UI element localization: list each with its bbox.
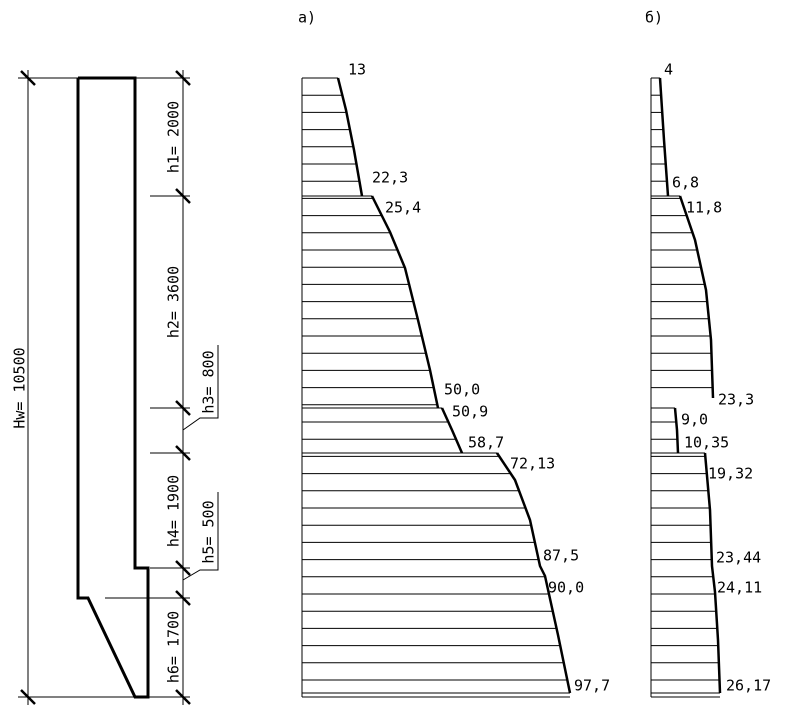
- epure-curve: [336, 77, 364, 197]
- value-label: 11,8: [686, 199, 722, 217]
- epure-curve: [495, 452, 572, 694]
- value-label: 23,3: [718, 391, 754, 409]
- epure-curve: [678, 195, 715, 399]
- value-label: 25,4: [385, 199, 421, 217]
- panel-label: б): [645, 9, 663, 27]
- value-label: 19,32: [708, 465, 753, 483]
- dimension-label: h5= 500: [200, 500, 218, 563]
- value-label: 4: [664, 61, 673, 79]
- value-label: 9,0: [681, 411, 708, 429]
- value-label: 23,44: [716, 549, 761, 567]
- dimension-label: h2= 3600: [165, 266, 183, 338]
- dimension-label: h4= 1900: [165, 475, 183, 547]
- dimension-ticks: [20, 70, 191, 705]
- epure-curve: [440, 407, 464, 454]
- value-label: 58,7: [468, 434, 504, 452]
- value-label: 87,5: [543, 547, 579, 565]
- value-label: 24,11: [717, 579, 762, 597]
- dimension-label: h3= 800: [200, 350, 218, 413]
- dimension-label: Hw= 10500: [11, 347, 29, 428]
- value-label: 26,17: [726, 677, 771, 695]
- value-label: 50,0: [444, 381, 480, 399]
- dimension-label: h6= 1700: [165, 611, 183, 683]
- epure-curve: [673, 407, 680, 454]
- value-label: 22,3: [372, 169, 408, 187]
- extension-lines: [18, 70, 219, 705]
- value-label: 6,8: [672, 174, 699, 192]
- value-label: 50,9: [452, 403, 488, 421]
- epure-curve: [703, 452, 722, 694]
- value-label: 13: [348, 61, 366, 79]
- panel-label: а): [298, 9, 316, 27]
- value-label: 72,13: [510, 455, 555, 473]
- wall-outline: [76, 76, 150, 699]
- value-label: 10,35: [684, 434, 729, 452]
- dimension-label: h1= 2000: [165, 101, 183, 173]
- value-label: 90,0: [548, 579, 584, 597]
- epure-curve: [370, 195, 440, 409]
- value-label: 97,7: [574, 677, 610, 695]
- epure-curve: [658, 77, 670, 197]
